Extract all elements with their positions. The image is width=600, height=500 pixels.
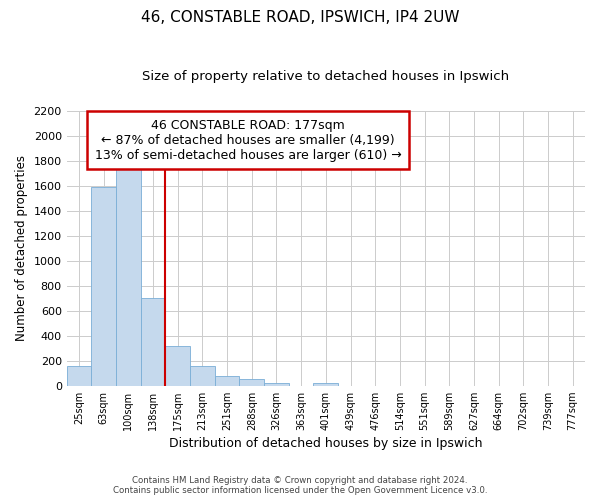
Text: 46 CONSTABLE ROAD: 177sqm
← 87% of detached houses are smaller (4,199)
13% of se: 46 CONSTABLE ROAD: 177sqm ← 87% of detac… <box>95 119 401 162</box>
Text: 46, CONSTABLE ROAD, IPSWICH, IP4 2UW: 46, CONSTABLE ROAD, IPSWICH, IP4 2UW <box>141 10 459 25</box>
Bar <box>239 380 264 386</box>
Y-axis label: Number of detached properties: Number of detached properties <box>15 155 28 341</box>
Bar <box>166 346 190 386</box>
Title: Size of property relative to detached houses in Ipswich: Size of property relative to detached ho… <box>142 70 509 83</box>
Bar <box>215 376 239 386</box>
Bar <box>116 167 141 386</box>
Bar <box>67 366 91 386</box>
Bar <box>313 383 338 386</box>
Bar <box>91 187 116 386</box>
Bar <box>264 382 289 386</box>
X-axis label: Distribution of detached houses by size in Ipswich: Distribution of detached houses by size … <box>169 437 482 450</box>
Text: Contains HM Land Registry data © Crown copyright and database right 2024.
Contai: Contains HM Land Registry data © Crown c… <box>113 476 487 495</box>
Bar <box>141 298 166 386</box>
Bar <box>190 366 215 386</box>
